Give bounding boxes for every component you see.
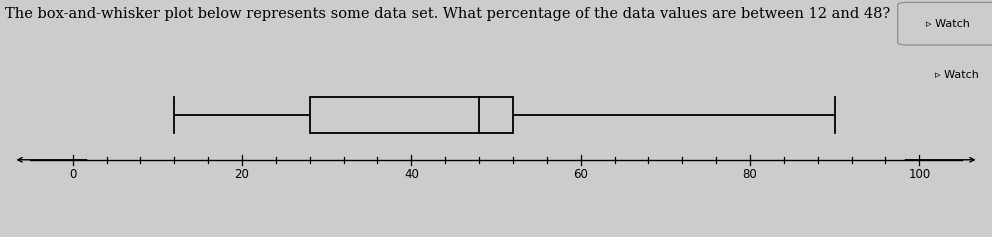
Text: 60: 60 bbox=[573, 168, 588, 181]
Text: 20: 20 bbox=[234, 168, 249, 181]
Text: 80: 80 bbox=[743, 168, 757, 181]
Bar bbox=[310, 97, 513, 133]
Text: 100: 100 bbox=[909, 168, 930, 181]
Text: ▹ Watch: ▹ Watch bbox=[927, 19, 970, 29]
Text: ▹ Watch: ▹ Watch bbox=[934, 70, 978, 80]
Text: 40: 40 bbox=[404, 168, 419, 181]
Text: 0: 0 bbox=[69, 168, 76, 181]
Text: The box-and-whisker plot below represents some data set. What percentage of the : The box-and-whisker plot below represent… bbox=[5, 7, 890, 21]
